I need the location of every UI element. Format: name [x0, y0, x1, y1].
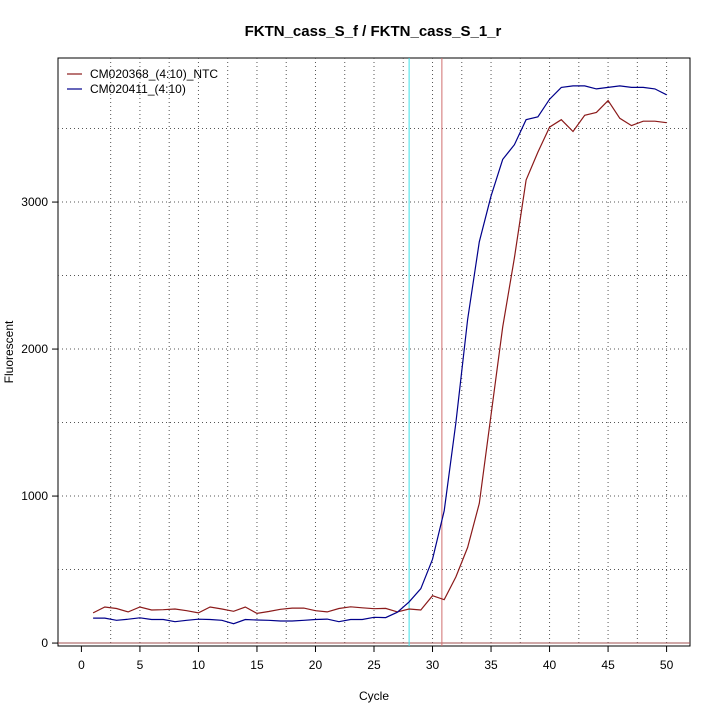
x-tick-label: 30	[426, 658, 440, 672]
x-tick-label: 50	[660, 658, 674, 672]
y-axis: 0 1000 2000 3000	[21, 195, 58, 650]
series-line-1	[92, 99, 667, 615]
marker-lines	[58, 58, 690, 646]
y-tick-label: 2000	[21, 342, 48, 356]
x-tick-label: 20	[309, 658, 323, 672]
x-tick-label: 25	[367, 658, 381, 672]
x-axis-label: Cycle	[359, 689, 389, 703]
grid	[58, 58, 690, 646]
series-line-2	[93, 85, 667, 625]
chart-title: FKTN_cass_S_f / FKTN_cass_S_1_r	[245, 23, 502, 40]
legend-label: CM020411_(4:10)	[90, 82, 186, 96]
x-tick-label: 10	[192, 658, 206, 672]
y-tick-label: 3000	[21, 195, 48, 209]
x-tick-label: 35	[484, 658, 498, 672]
x-tick-label: 5	[137, 658, 144, 672]
y-tick-label: 0	[41, 636, 48, 650]
y-tick-label: 1000	[21, 489, 48, 503]
legend-label: CM020368_(4:10)_NTC	[90, 67, 218, 81]
x-tick-label: 40	[543, 658, 557, 672]
series-lines	[92, 85, 667, 625]
x-tick-label: 45	[601, 658, 615, 672]
x-axis: 0 5 10 15 20 25 30 35 40 45 50	[78, 646, 674, 672]
y-axis-label: Fluorescent	[2, 320, 16, 383]
x-tick-label: 0	[78, 658, 85, 672]
x-tick-label: 15	[250, 658, 264, 672]
